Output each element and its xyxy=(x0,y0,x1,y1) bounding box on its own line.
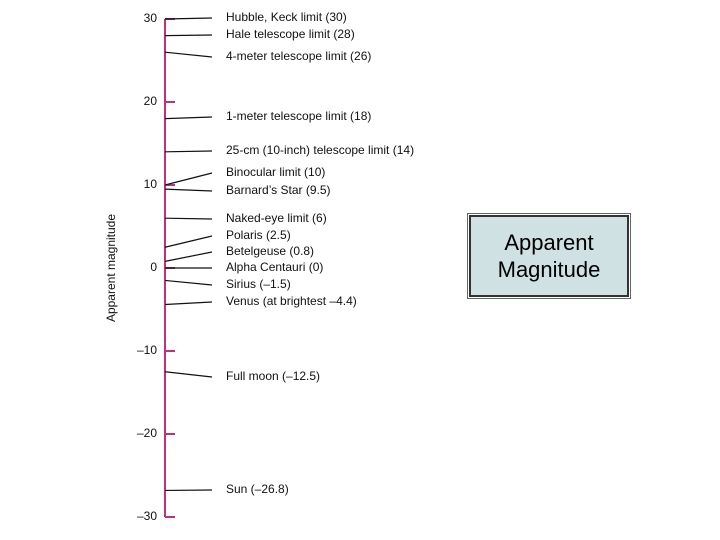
object-label: 4-meter telescope limit (26) xyxy=(226,49,371,63)
magnitude-marker xyxy=(164,17,213,20)
title-box: Apparent Magnitude xyxy=(467,213,631,299)
magnitude-marker xyxy=(164,371,213,378)
magnitude-marker xyxy=(164,172,213,186)
magnitude-marker xyxy=(164,251,213,262)
y-tick-label: 20 xyxy=(144,94,158,108)
magnitude-marker xyxy=(164,235,213,248)
object-label: Polaris (2.5) xyxy=(226,228,291,242)
object-label: 1-meter telescope limit (18) xyxy=(226,109,371,123)
magnitude-marker xyxy=(164,188,213,192)
object-label: Sirius (–1.5) xyxy=(226,277,291,291)
object-label: Hubble, Keck limit (30) xyxy=(226,10,347,24)
object-label: Sun (–26.8) xyxy=(226,482,289,496)
y-axis-label: Apparent magnitude xyxy=(104,214,118,322)
object-label: Naked-eye limit (6) xyxy=(226,211,327,225)
magnitude-marker xyxy=(164,51,213,58)
magnitude-marker xyxy=(164,301,213,306)
y-tick-label: 30 xyxy=(144,11,158,25)
box-title-line: Apparent xyxy=(504,230,594,255)
y-tick-label: –10 xyxy=(137,343,157,357)
magnitude-marker xyxy=(164,116,213,120)
y-tick-label: 10 xyxy=(144,177,158,191)
object-label: Binocular limit (10) xyxy=(226,165,325,179)
object-label: Hale telescope limit (28) xyxy=(226,27,355,41)
object-label: Venus (at brightest –4.4) xyxy=(226,294,357,308)
y-tick-label: 0 xyxy=(150,260,157,274)
object-label: 25-cm (10-inch) telescope limit (14) xyxy=(226,143,414,157)
y-tick-label: –20 xyxy=(137,426,157,440)
magnitude-marker xyxy=(164,150,213,153)
object-label: Alpha Centauri (0) xyxy=(226,260,323,274)
magnitude-marker xyxy=(164,34,213,37)
y-tick-label: –30 xyxy=(137,509,157,523)
object-label: Barnard’s Star (9.5) xyxy=(226,183,331,197)
magnitude-marker xyxy=(164,279,213,286)
box-title-line: Magnitude xyxy=(497,257,601,282)
object-label: Betelgeuse (0.8) xyxy=(226,244,314,258)
magnitude-marker xyxy=(164,217,213,220)
object-label: Full moon (–12.5) xyxy=(226,369,320,383)
